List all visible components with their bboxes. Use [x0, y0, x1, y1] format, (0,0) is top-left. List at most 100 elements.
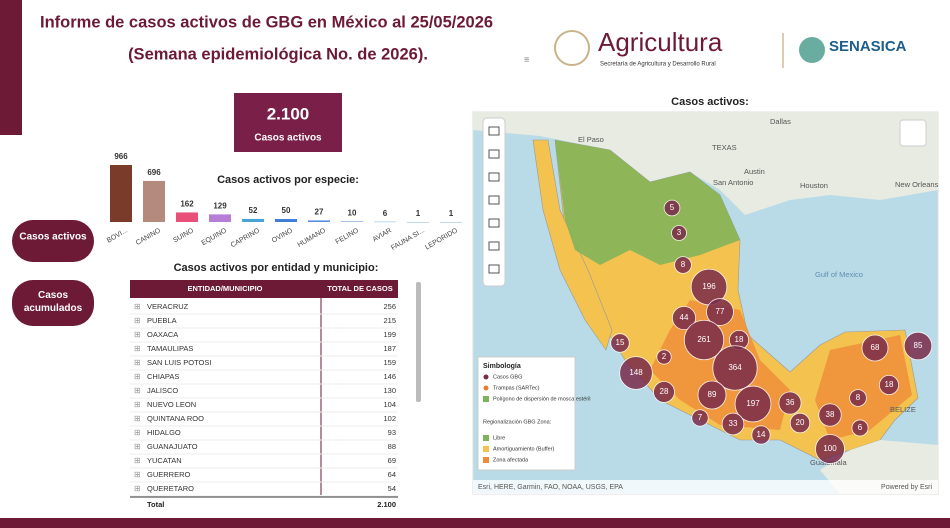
bar-value-label: 1 — [449, 209, 454, 218]
place-label: Austin — [744, 167, 765, 176]
legend-title: Simbología — [483, 363, 521, 370]
nav-button[interactable] — [12, 220, 94, 262]
case-marker[interactable] — [674, 256, 692, 274]
case-marker[interactable] — [721, 412, 745, 436]
row-value: 93 — [388, 428, 396, 437]
row-value: 256 — [383, 302, 396, 311]
place-label: BELIZE — [890, 405, 916, 414]
case-marker[interactable] — [656, 349, 672, 365]
tool-icon[interactable] — [488, 218, 500, 228]
row-value: 159 — [383, 358, 396, 367]
legend-label: Zona afectada — [493, 457, 529, 463]
bottom-strip — [0, 518, 950, 528]
case-label: 364 — [728, 363, 742, 372]
case-marker[interactable] — [712, 345, 758, 391]
row-value: 64 — [388, 470, 396, 479]
row-label[interactable]: SAN LUIS POTOSI — [147, 358, 211, 367]
place-label: New Orleans — [895, 180, 939, 189]
row-label[interactable]: NUEVO LEON — [147, 400, 196, 409]
bar — [440, 221, 462, 223]
case-marker[interactable] — [663, 199, 681, 217]
expand-icon: ⊞ — [134, 484, 141, 493]
tool-icon[interactable] — [488, 264, 500, 274]
tool-icon[interactable] — [488, 126, 500, 136]
kpi-label: Casos activos — [254, 133, 322, 144]
case-label: 33 — [729, 419, 738, 428]
tool-icon[interactable] — [488, 241, 500, 251]
case-marker[interactable] — [751, 425, 771, 445]
scrollbar[interactable] — [416, 282, 421, 402]
case-marker[interactable] — [671, 225, 687, 241]
seal — [554, 30, 590, 66]
side-strip — [0, 0, 22, 135]
case-marker[interactable] — [653, 381, 675, 403]
case-marker[interactable] — [691, 409, 709, 427]
expand-icon: ⊞ — [134, 414, 141, 423]
place-label: El Paso — [578, 135, 604, 144]
case-label: 2 — [662, 352, 667, 361]
case-label: 38 — [826, 410, 835, 419]
nav-button[interactable] — [12, 280, 94, 326]
case-marker[interactable] — [878, 374, 900, 396]
case-marker[interactable] — [778, 391, 802, 415]
case-marker[interactable] — [861, 334, 889, 362]
bar — [275, 219, 297, 222]
legend-label: Casos GBG — [493, 374, 522, 380]
case-marker[interactable] — [706, 298, 734, 326]
row-label[interactable]: CHIAPAS — [147, 372, 179, 381]
nav-button-label: Casos activos — [19, 232, 87, 243]
row-label[interactable]: TAMAULIPAS — [147, 344, 193, 353]
tool-icon[interactable] — [488, 195, 500, 205]
bar — [143, 180, 165, 222]
row-value: 54 — [388, 484, 396, 493]
case-marker[interactable] — [815, 434, 845, 464]
case-label: 15 — [616, 338, 625, 347]
case-label: 100 — [823, 444, 837, 453]
case-marker[interactable] — [697, 380, 727, 410]
expand-icon: ⊞ — [134, 302, 141, 311]
tool-icon[interactable] — [488, 149, 500, 159]
case-marker[interactable] — [671, 305, 697, 331]
case-marker[interactable] — [734, 385, 772, 423]
case-marker[interactable] — [619, 356, 653, 390]
row-label[interactable]: QUINTANA ROO — [147, 414, 204, 423]
legend-box — [477, 356, 576, 471]
row-label[interactable]: JALISCO — [147, 386, 178, 395]
case-marker[interactable] — [849, 389, 867, 407]
case-marker[interactable] — [610, 333, 630, 353]
place-label: Dallas — [770, 117, 791, 126]
tool-icon[interactable] — [488, 172, 500, 182]
bar-value-label: 129 — [213, 201, 227, 210]
cases-table: Casos activos por entidad y municipio: EN… — [130, 262, 421, 509]
case-marker[interactable] — [683, 319, 725, 361]
row-label[interactable]: OAXACA — [147, 330, 178, 339]
expand-icon: ⊞ — [134, 456, 141, 465]
legend-swatch — [483, 374, 489, 380]
case-label: 5 — [670, 203, 675, 212]
row-label[interactable]: GUERRERO — [147, 470, 191, 479]
expand-icon: ⊞ — [134, 442, 141, 451]
partner-logo: SENASICA — [829, 38, 907, 55]
case-marker[interactable] — [903, 331, 933, 361]
expand-icon: ⊞ — [134, 470, 141, 479]
row-label[interactable]: YUCATAN — [147, 456, 182, 465]
attribution: Esri, HERE, Garmin, FAO, NOAA, USGS, EPA — [478, 484, 623, 491]
legend-label: Amortiguamiento (Buffer) — [493, 446, 555, 452]
case-label: 20 — [796, 418, 805, 427]
row-label[interactable]: GUANAJUATO — [147, 442, 198, 451]
row-label[interactable]: PUEBLA — [147, 316, 177, 325]
row-label[interactable]: VERACRUZ — [147, 302, 189, 311]
case-marker[interactable] — [851, 419, 869, 437]
case-label: 85 — [914, 341, 923, 350]
case-marker[interactable] — [789, 412, 811, 434]
bar — [341, 221, 363, 222]
basemap-button[interactable] — [899, 119, 927, 147]
case-marker[interactable] — [818, 403, 842, 427]
row-label[interactable]: QUERETARO — [147, 484, 194, 493]
expand-icon: ⊞ — [134, 358, 141, 367]
case-label: 197 — [746, 399, 760, 408]
row-label[interactable]: HIDALGO — [147, 428, 181, 437]
column-header: TOTAL DE CASOS — [327, 284, 392, 293]
column-header: ENTIDAD/MUNICIPIO — [188, 284, 263, 293]
case-label: 148 — [629, 368, 643, 377]
